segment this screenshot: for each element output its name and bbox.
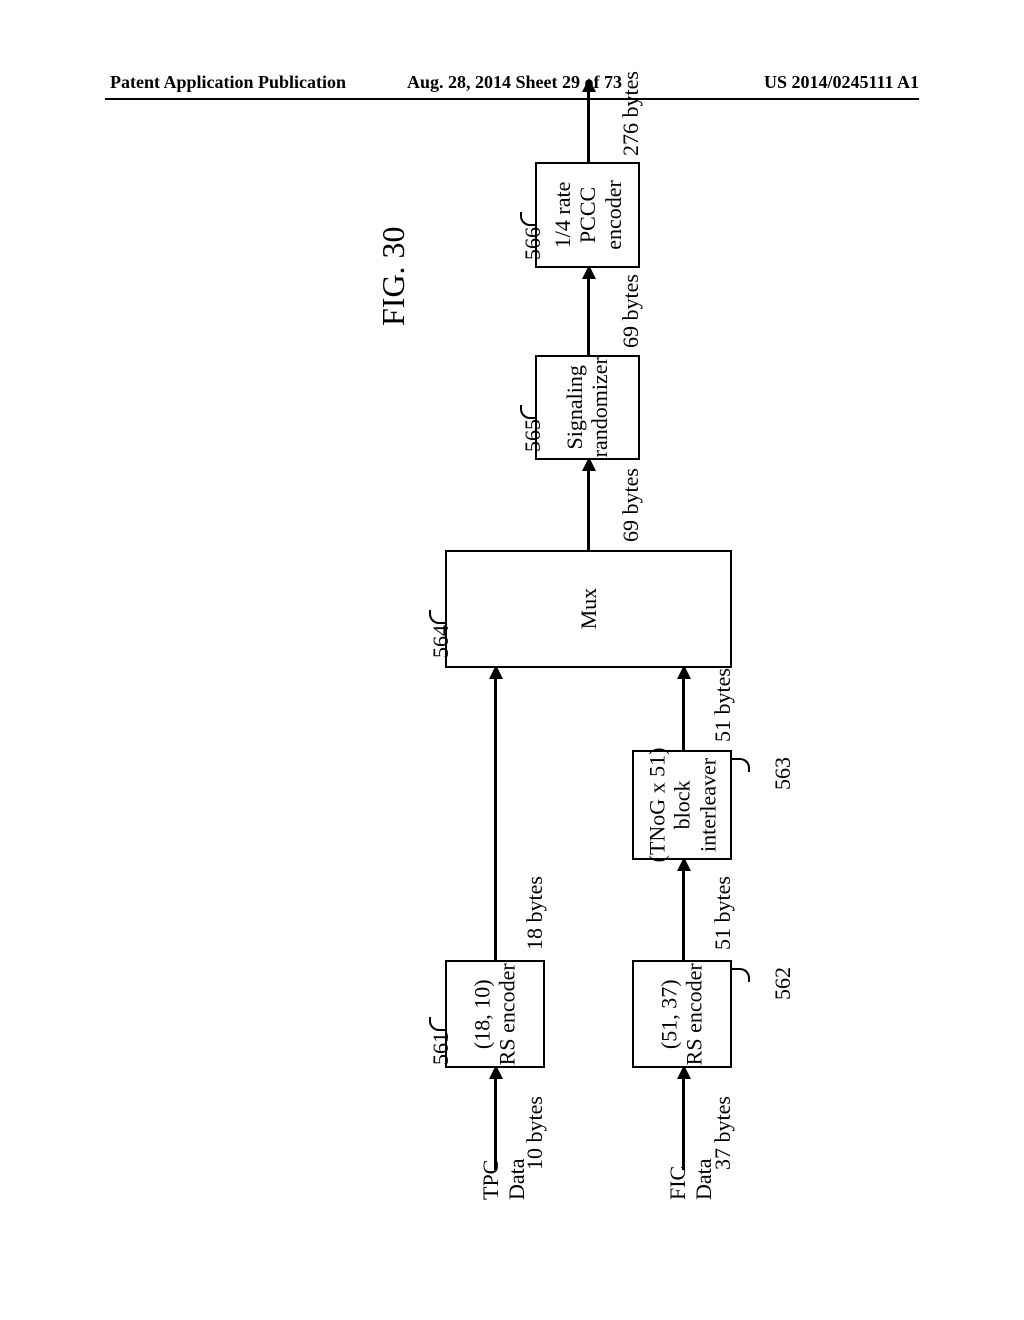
hook-565 (520, 405, 536, 419)
tpc-bytes-label: 10 bytes (522, 1096, 548, 1170)
header-left: Patent Application Publication (110, 72, 380, 93)
header-rule (105, 98, 919, 100)
bytes-51b-label: 51 bytes (710, 668, 736, 742)
ref-562: 562 (770, 967, 796, 1000)
header-right: US 2014/0245111 A1 (649, 72, 919, 93)
ref-563: 563 (770, 757, 796, 790)
arrow-mux-rand (587, 470, 590, 550)
fic-bytes-label: 37 bytes (710, 1096, 736, 1170)
arrow-out-head (582, 78, 596, 92)
bytes-51a-label: 51 bytes (710, 876, 736, 950)
pccc-encoder: 1/4 rate PCCC encoder (535, 162, 640, 268)
arrow-fic-in (682, 1078, 685, 1170)
hook-566 (520, 212, 536, 226)
rs-18-10-encoder: (18, 10) RS encoder (445, 960, 545, 1068)
signal-encoding-diagram: TPC Data 10 bytes FIC Data 37 bytes (18,… (0, 150, 1024, 1250)
hook-563 (732, 758, 750, 772)
block-interleaver: (TNoG x 51) block interleaver (632, 750, 732, 860)
arrow-rs1810-mux (494, 678, 497, 961)
arrow-rand-pccc (587, 278, 590, 355)
ref-566: 566 (520, 227, 546, 260)
ref-564: 564 (428, 625, 454, 658)
header-center: Aug. 28, 2014 Sheet 29 of 73 (380, 72, 650, 93)
bytes-69b-label: 69 bytes (618, 274, 644, 348)
arrow-rs5137-intlv (682, 870, 685, 960)
bytes-69a-label: 69 bytes (618, 468, 644, 542)
bytes-18-label: 18 bytes (522, 876, 548, 950)
arrow-intlv-mux (682, 678, 685, 750)
rs-51-37-encoder: (51, 37) RS encoder (632, 960, 732, 1068)
arrow-out (587, 90, 590, 162)
ref-561: 561 (428, 1032, 454, 1065)
ref-565: 565 (520, 419, 546, 452)
arrow-tpc-in (494, 1078, 497, 1170)
hook-561 (429, 1017, 445, 1031)
hook-564 (429, 610, 445, 624)
hook-562 (732, 968, 750, 982)
page-header: Patent Application Publication Aug. 28, … (0, 72, 1024, 93)
mux: Mux (445, 550, 732, 668)
signaling-randomizer: Signaling randomizer (535, 355, 640, 460)
bytes-276-label: 276 bytes (618, 71, 644, 156)
